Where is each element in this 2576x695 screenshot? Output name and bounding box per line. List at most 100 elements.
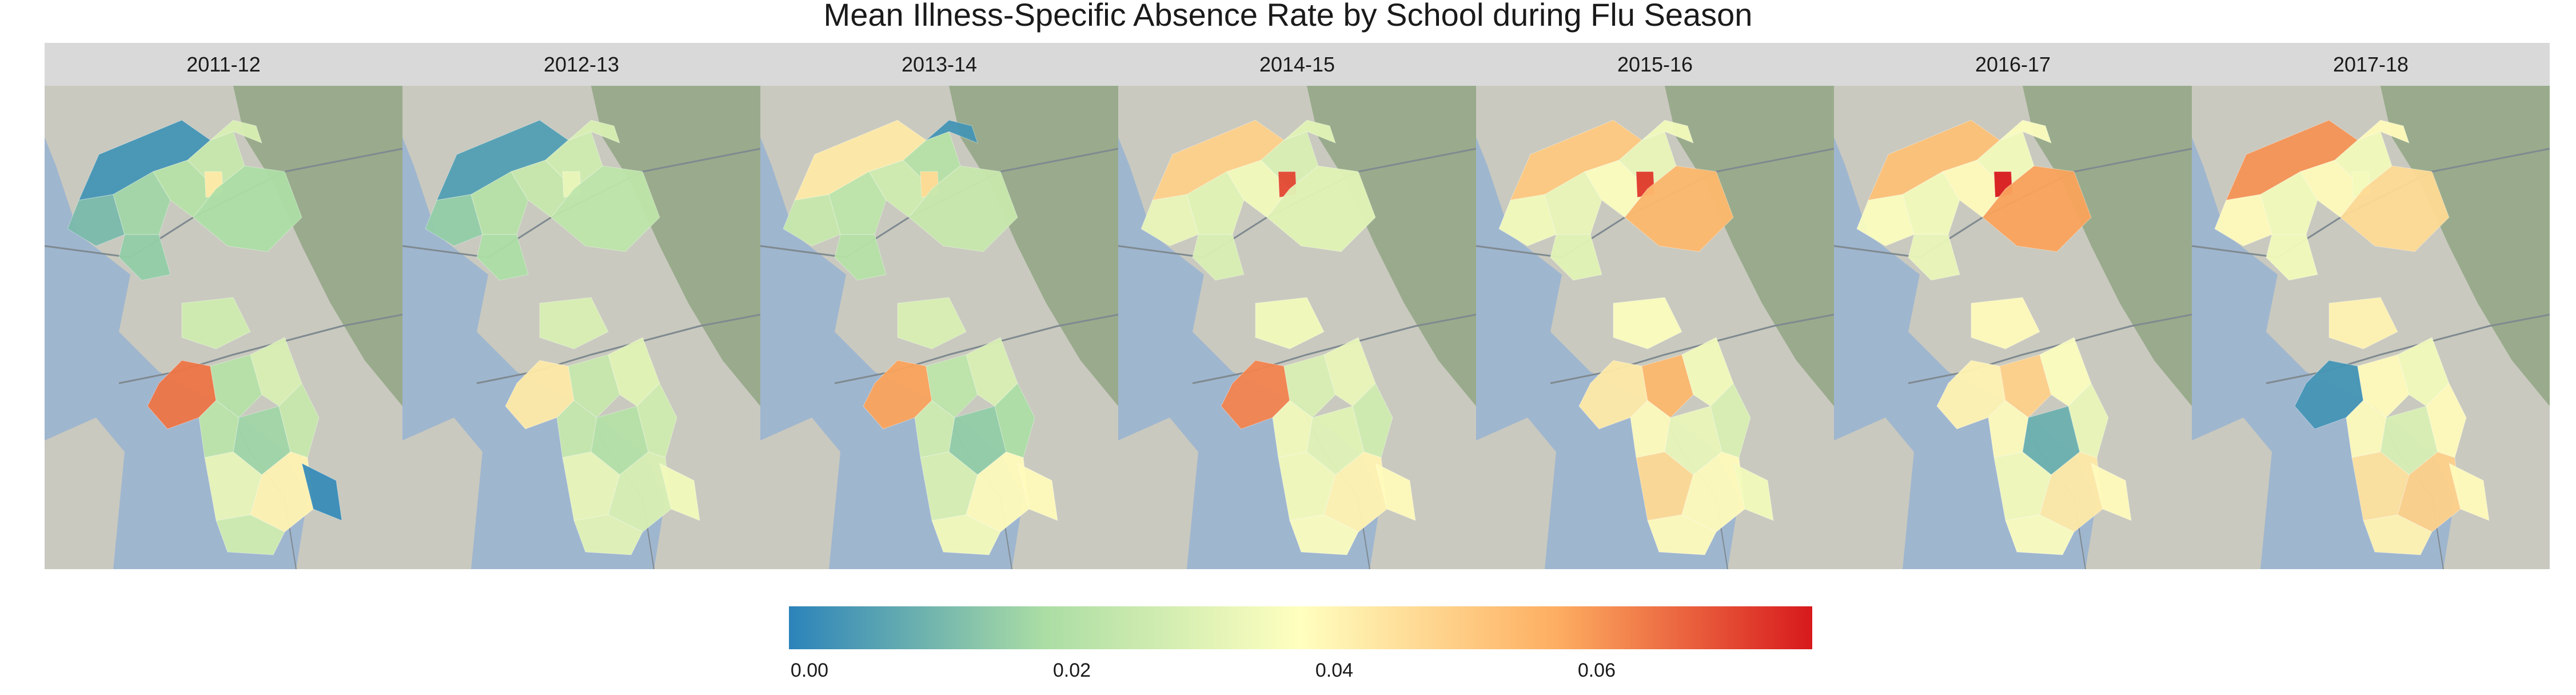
bridge-road	[118, 313, 402, 384]
school-district-region	[2214, 194, 2272, 247]
school-district-region	[1710, 383, 1751, 458]
peninsula-land	[2192, 418, 2272, 569]
school-district-region	[2091, 463, 2132, 521]
school-district-region	[113, 171, 171, 235]
school-district-region	[278, 383, 320, 458]
school-district-region	[931, 514, 1001, 555]
school-district-region	[1908, 234, 1960, 281]
school-district-region	[1641, 354, 1694, 418]
school-district-region	[1498, 194, 1557, 247]
facet-panel-2016-17: 2016-17	[1834, 43, 2192, 569]
school-district-region	[2260, 171, 2318, 235]
hills-area	[2023, 86, 2192, 406]
school-district-region	[2328, 297, 2398, 350]
school-district-region	[1902, 171, 1960, 235]
school-district-region	[539, 297, 609, 350]
school-district-region	[1550, 234, 1602, 281]
hills-area	[949, 86, 1118, 406]
peninsula-land	[1118, 418, 1198, 569]
school-district-region	[1255, 297, 1325, 350]
school-district-region	[476, 234, 529, 281]
school-district-region	[2426, 383, 2467, 458]
school-district-region	[1641, 120, 1694, 144]
school-district-region	[994, 383, 1035, 458]
facet-label: 2017-18	[2192, 43, 2550, 86]
school-district-region	[301, 463, 342, 521]
school-district-region	[1283, 120, 1336, 144]
school-district-region	[1624, 165, 1734, 252]
school-district-region	[573, 514, 643, 555]
school-district-region	[193, 165, 302, 252]
school-district-region	[897, 297, 967, 350]
school-district-region	[568, 354, 620, 418]
facet-label: 2011-12	[45, 43, 402, 86]
district-map	[1118, 86, 1476, 569]
school-district-region	[2266, 234, 2318, 281]
hills-area	[1665, 86, 1834, 406]
school-district-region	[1971, 297, 2040, 350]
school-district-region	[425, 194, 483, 247]
school-district-region	[636, 383, 677, 458]
school-district-region	[470, 171, 529, 235]
hills-area	[233, 86, 402, 406]
school-district-region	[2340, 165, 2450, 252]
school-district-region	[1982, 165, 2092, 252]
school-district-region	[551, 165, 660, 252]
facet-label: 2016-17	[1834, 43, 2192, 86]
school-district-region	[1999, 354, 2052, 418]
facet-label: 2012-13	[402, 43, 760, 86]
bridge-road	[2266, 313, 2550, 384]
school-district-region	[1283, 354, 1336, 418]
legend-tick-label: 0.00	[790, 660, 829, 681]
school-district-region	[1544, 171, 1602, 235]
peninsula-land	[402, 418, 482, 569]
school-district-region	[1289, 514, 1359, 555]
school-district-region	[216, 514, 285, 555]
facet-label: 2014-15	[1118, 43, 1476, 86]
school-district-region	[2357, 120, 2410, 144]
facet-panel-2017-18: 2017-18	[2192, 43, 2550, 569]
school-district-region	[118, 234, 171, 281]
school-district-region	[1266, 165, 1376, 252]
bridge-road	[476, 313, 760, 384]
district-map	[1476, 86, 1834, 569]
school-district-region	[1352, 383, 1393, 458]
facet-label: 2015-16	[1476, 43, 1834, 86]
school-district-region	[2357, 354, 2410, 418]
legend-tick-label: 0.02	[1052, 660, 1091, 681]
legend-tick-label: 0.06	[1577, 660, 1616, 681]
school-district-region	[2363, 514, 2433, 555]
school-district-region	[1141, 194, 1199, 247]
school-district-region	[1186, 171, 1245, 235]
color-scale-ticks: 0.00 0.02 0.04 0.06	[789, 649, 1812, 684]
hills-area	[1307, 86, 1476, 406]
facet-panel-2012-13: 2012-13	[402, 43, 760, 569]
facet-panel-2013-14: 2013-14	[760, 43, 1118, 569]
peninsula-land	[760, 418, 840, 569]
school-district-region	[783, 194, 841, 247]
district-map	[1834, 86, 2192, 569]
school-district-region	[908, 165, 1018, 252]
facet-panel-2014-15: 2014-15	[1118, 43, 1476, 569]
school-district-region	[2449, 463, 2490, 521]
facet-label: 2013-14	[760, 43, 1118, 86]
figure-title: Mean Illness-Specific Absence Rate by Sc…	[823, 0, 1753, 33]
school-district-region	[1613, 297, 1682, 350]
school-district-region	[210, 120, 262, 144]
district-map	[2192, 86, 2550, 569]
bridge-road	[1550, 313, 1834, 384]
hills-area	[2380, 86, 2550, 406]
school-district-region	[1017, 463, 1058, 521]
school-district-region	[1192, 234, 1245, 281]
bridge-road	[834, 313, 1118, 384]
school-district-region	[210, 354, 262, 418]
school-district-region	[828, 171, 887, 235]
facet-panel-2011-12: 2011-12	[45, 43, 402, 569]
district-map	[760, 86, 1118, 569]
school-district-region	[659, 463, 700, 521]
school-district-region	[1856, 194, 1915, 247]
legend-tick-label: 0.04	[1315, 660, 1354, 681]
school-district-region	[926, 120, 978, 144]
school-district-region	[1375, 463, 1416, 521]
color-scale-bar	[789, 606, 1812, 649]
